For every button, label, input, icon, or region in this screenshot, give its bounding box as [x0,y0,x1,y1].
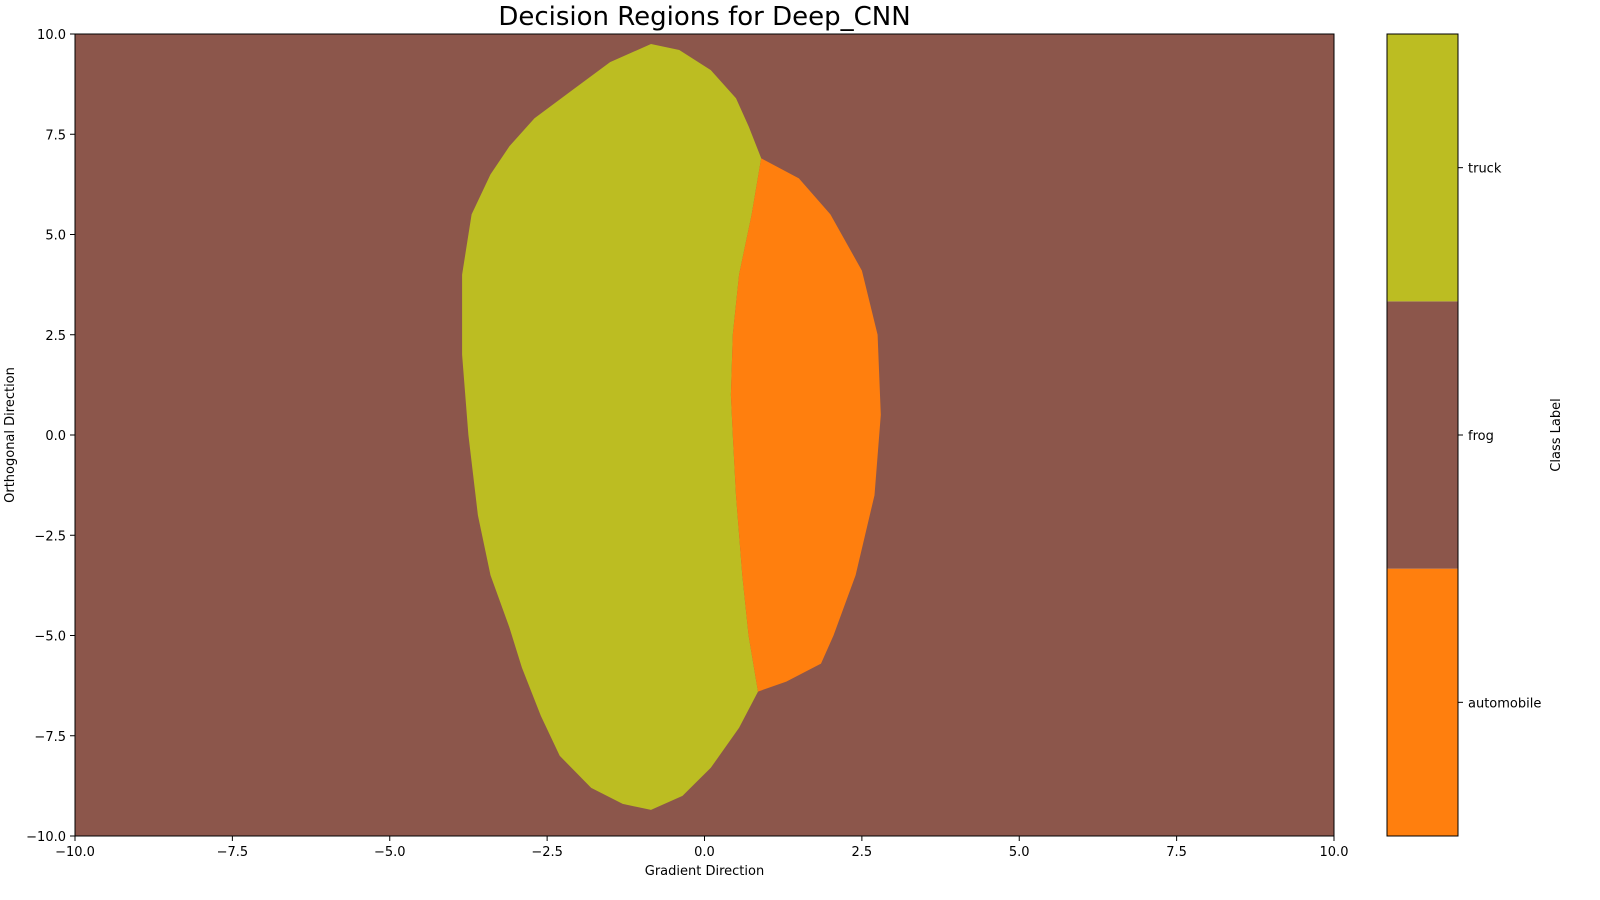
y-tick-label: −7.5 [34,730,66,745]
x-axis: −10.0 −7.5 −5.0 −2.5 0.0 2.5 5.0 7.5 10.0 [55,836,1348,860]
x-tick-label: −5.0 [374,845,406,860]
x-tick-label: 0.0 [694,845,715,860]
x-tick-label: −7.5 [217,845,249,860]
x-tick-label: 5.0 [1009,845,1030,860]
colorbar-tick-label: frog [1468,429,1494,444]
x-tick-label: 7.5 [1166,845,1187,860]
x-axis-label: Gradient Direction [645,864,764,879]
y-tick-label: 10.0 [37,28,66,43]
y-tick-label: 5.0 [45,229,66,244]
colorbar: automobile frog truck [1386,33,1541,837]
y-tick-label: 0.0 [45,429,66,444]
y-tick-label: 2.5 [45,329,66,344]
y-tick-label: −5.0 [34,630,66,645]
chart-title: Decision Regions for Deep_CNN [498,2,910,32]
x-tick-label: −10.0 [55,845,95,860]
x-tick-label: 2.5 [852,845,873,860]
x-tick-label: −2.5 [531,845,563,860]
colorbar-frame [1386,33,1459,837]
y-tick-label: 7.5 [45,128,66,143]
colorbar-tick-label: truck [1468,162,1502,177]
y-axis-label: Orthogonal Direction [3,367,18,503]
y-tick-label: −10.0 [26,830,66,845]
colorbar-segment-frog [1387,301,1458,569]
region-automobile [730,158,881,692]
y-axis: −10.0 −7.5 −5.0 −2.5 0.0 2.5 5.0 7.5 10.0 [26,28,75,845]
plot-area [74,33,1335,837]
x-tick-label: 10.0 [1320,845,1349,860]
colorbar-tick-label: automobile [1468,696,1541,711]
region-truck [462,44,762,810]
colorbar-segment-automobile [1387,568,1458,836]
colorbar-label: Class Label [1549,398,1564,471]
colorbar-segment-truck [1387,34,1458,302]
y-tick-label: −2.5 [34,529,66,544]
